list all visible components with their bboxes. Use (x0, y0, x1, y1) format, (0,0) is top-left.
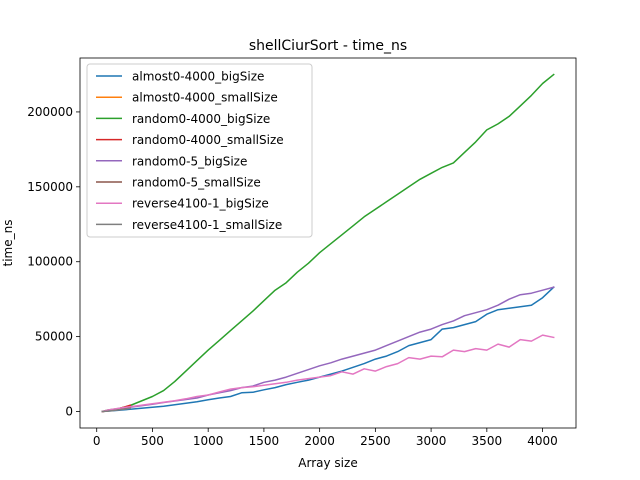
y-tick-label: 0 (65, 405, 73, 419)
y-axis-label: time_ns (1, 220, 15, 267)
x-tick-label: 500 (141, 434, 164, 448)
legend-label-random0-5_bigSize: random0-5_bigSize (132, 154, 247, 168)
x-axis-label: Array size (298, 456, 357, 470)
chart-title: shellCiurSort - time_ns (249, 38, 407, 54)
x-tick-label: 2500 (360, 434, 391, 448)
legend: almost0-4000_bigSize almost0-4000_smallSi… (86, 63, 313, 238)
legend-label-random0-5_smallSize: random0-5_smallSize (132, 176, 261, 190)
plot-frame (79, 57, 577, 429)
x-tick-label: 1500 (249, 434, 280, 448)
legend-label-reverse4100-1_smallSize: reverse4100-1_smallSize (132, 218, 282, 232)
y-axis-ticks: 0 50000 100000 150000 200000 (27, 105, 80, 419)
series-line-reverse4100-1_bigSize (101, 334, 555, 413)
legend-label-reverse4100-1_bigSize: reverse4100-1_bigSize (132, 197, 269, 211)
x-tick-label: 1000 (193, 434, 224, 448)
x-tick-label: 0 (93, 434, 101, 448)
series-line-random0-4000_bigSize (101, 73, 555, 413)
x-axis-ticks: 0 500 1000 1500 2000 2500 3000 3500 4000 (93, 428, 558, 448)
legend-label-random0-4000_bigSize: random0-4000_bigSize (132, 112, 270, 126)
legend-label-almost0-4000_bigSize: almost0-4000_bigSize (132, 70, 264, 84)
series-lines (101, 73, 555, 413)
series-line-reverse4100-1_smallSize (101, 407, 132, 413)
x-tick-label: 2000 (304, 434, 335, 448)
legend-frame (86, 63, 313, 238)
x-tick-label: 3500 (472, 434, 503, 448)
x-tick-label: 3000 (416, 434, 447, 448)
legend-label-almost0-4000_smallSize: almost0-4000_smallSize (132, 91, 278, 105)
y-tick-label: 150000 (27, 180, 73, 194)
y-tick-label: 100000 (27, 255, 73, 269)
y-tick-label: 200000 (27, 105, 73, 119)
y-tick-label: 50000 (35, 330, 73, 344)
x-tick-label: 4000 (527, 434, 558, 448)
legend-label-random0-4000_smallSize: random0-4000_smallSize (132, 133, 284, 147)
